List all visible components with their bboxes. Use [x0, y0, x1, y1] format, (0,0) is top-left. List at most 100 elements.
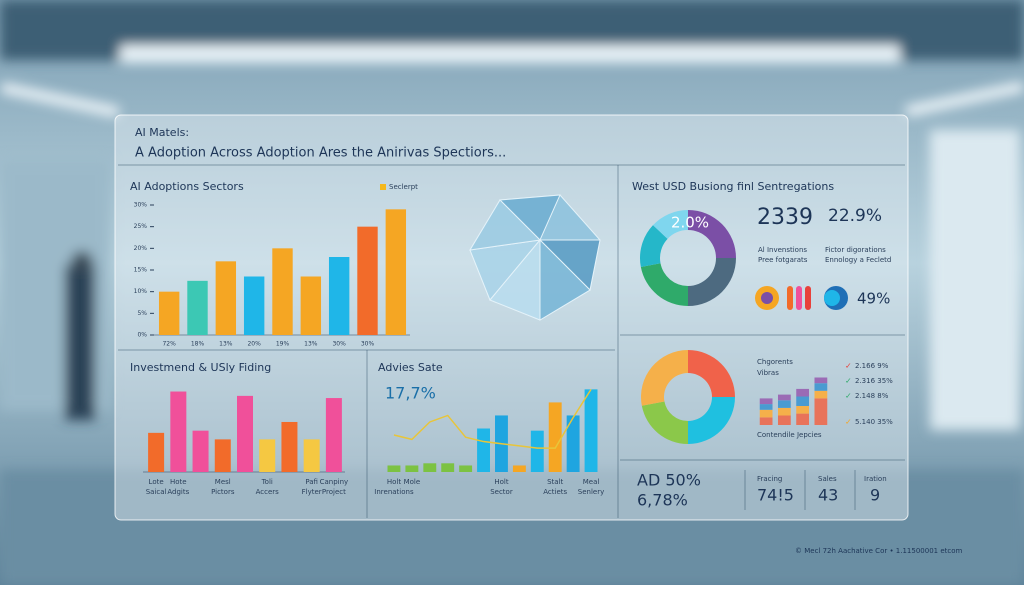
legend-label: Seclerpt: [389, 183, 418, 191]
stack-segment: [759, 409, 773, 418]
y-tick-label: 10%: [134, 288, 148, 295]
x-tick-label: Sector: [490, 488, 513, 496]
donut-segment: [653, 210, 688, 239]
svg-text:✓: ✓: [845, 418, 852, 427]
panel-dividers: [118, 164, 905, 518]
y-tick-label: 20%: [134, 245, 148, 252]
stat-value: 9: [870, 486, 880, 505]
stack-segment: [814, 377, 828, 384]
footer: © Mecl 72h Aachative Cor • 1.11500001 et…: [795, 547, 963, 555]
bar: [584, 389, 598, 472]
x-tick-label: Adgits: [167, 488, 189, 496]
x-tick-label: 18%: [191, 341, 205, 348]
x-tick-label: Lote: [149, 478, 164, 486]
stack-segment: [796, 413, 810, 425]
bar: [215, 261, 237, 335]
x-tick-label: Senlery: [578, 488, 604, 496]
bar: [300, 276, 322, 335]
kpi-pct-label: Ennology a Fecletd: [825, 256, 891, 264]
stack-segment: [777, 415, 791, 425]
bar: [357, 226, 378, 335]
stat-value: 74!5: [757, 486, 794, 505]
y-tick-label: 0%: [137, 332, 147, 339]
bar: [530, 430, 544, 472]
y-tick-label: 25%: [134, 223, 148, 230]
center-label: 2.0%: [671, 214, 709, 232]
stack-segment: [759, 398, 773, 405]
header-title: A Adoption Across Adoption Ares the Anir…: [135, 146, 506, 161]
checklist-item: 5.140 35%: [855, 418, 893, 426]
stat-label: Sales: [818, 475, 837, 483]
checklist-item: 2.148 8%: [855, 392, 889, 400]
x-tick-label: 13%: [219, 341, 233, 348]
bar: [214, 439, 231, 472]
polyhedron: [469, 194, 601, 321]
kpi-pct: 22.9%: [828, 206, 882, 226]
checklist-item: 2.316 35%: [855, 377, 893, 385]
x-tick-label: Toli: [261, 478, 273, 486]
x-tick-label: Holt: [387, 478, 401, 486]
x-tick-label: Project: [322, 488, 346, 496]
x-axis-label: Contendile Jepcies: [757, 431, 822, 439]
x-tick-label: Mesl: [215, 478, 231, 486]
donut-segment: [640, 225, 668, 267]
kpi-pct-label: Fictor digorations: [825, 246, 886, 254]
chart-title: Investmend & USly Fiding: [130, 361, 271, 374]
stack-segment: [814, 383, 828, 391]
x-tick-label: Hote: [170, 478, 187, 486]
x-tick-label: 30%: [361, 341, 375, 348]
bar: [328, 257, 350, 335]
kpi-icons-pct: 49%: [857, 290, 890, 308]
bar: [148, 432, 165, 472]
x-tick-label: Saical: [146, 488, 167, 496]
stack-segment: [796, 396, 810, 406]
stat-value: 43: [818, 486, 838, 505]
y-tick-label: 30%: [134, 202, 148, 209]
x-tick-label: Pictors: [211, 488, 235, 496]
chart-title: AI Adoptions Sectors: [130, 180, 244, 193]
donut-segment: [688, 397, 735, 444]
bar: [170, 391, 187, 472]
stack-segment: [777, 407, 791, 416]
checklist: ✓ ✓ ✓ ✓: [845, 362, 852, 427]
stat-label: Fracing: [757, 475, 782, 483]
bar: [548, 402, 562, 472]
legend-swatch: [380, 184, 386, 190]
x-tick-label: Flyter: [302, 488, 322, 496]
donut-segment: [641, 401, 688, 444]
chart-title: Advies Sate: [378, 361, 443, 374]
kpi-big-label: Pree fotgarats: [758, 256, 808, 264]
kpi-big: 2339: [757, 205, 813, 230]
chart-title: Chgorents: [757, 358, 793, 366]
chart-title: West USD Busiong finl Sentregations: [632, 180, 834, 193]
x-tick-label: Stalt: [547, 478, 563, 486]
svg-text:✓: ✓: [845, 362, 852, 371]
x-tick-label: Canpiny: [320, 478, 349, 486]
bar: [441, 463, 455, 472]
bar: [158, 291, 180, 335]
kpi-big-label: Al Invenstions: [758, 246, 807, 254]
bar: [512, 465, 526, 472]
bar: [187, 280, 208, 335]
x-tick-label: Mole: [404, 478, 421, 486]
x-tick-label: Actiets: [543, 488, 567, 496]
stack-segment: [814, 398, 828, 425]
chart-title: Vibras: [757, 369, 779, 377]
kpi-ad-sub: 6,78%: [637, 491, 688, 510]
bar: [272, 248, 293, 335]
annotation: 17,7%: [385, 384, 436, 403]
bar: [259, 439, 276, 472]
x-tick-label: 13%: [304, 341, 318, 348]
x-tick-label: Meal: [583, 478, 600, 486]
bar: [192, 430, 209, 472]
line: [393, 388, 592, 449]
bar: [405, 465, 419, 472]
x-tick-label: 72%: [162, 341, 176, 348]
stack-segment: [777, 394, 791, 401]
x-tick-label: Accers: [256, 488, 280, 496]
stack-segment: [777, 400, 791, 408]
x-tick-label: Pafi: [305, 478, 318, 486]
